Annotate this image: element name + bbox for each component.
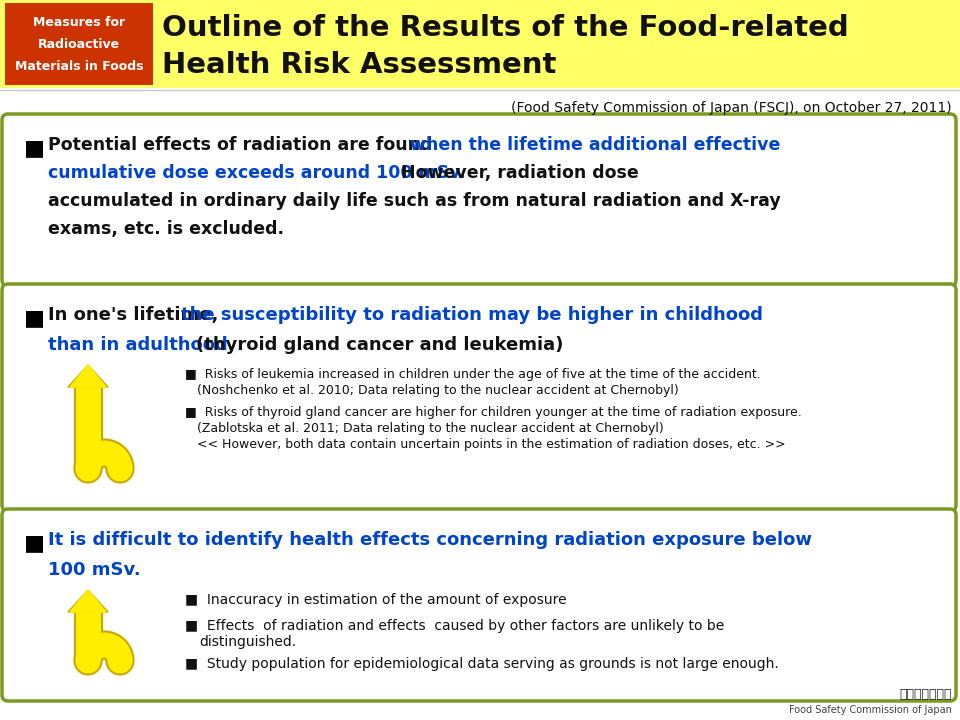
FancyBboxPatch shape <box>5 3 153 85</box>
Text: << However, both data contain uncertain points in the estimation of radiation do: << However, both data contain uncertain … <box>197 438 785 451</box>
Text: Health Risk Assessment: Health Risk Assessment <box>162 51 557 79</box>
Polygon shape <box>70 590 106 612</box>
Text: ■  Risks of leukemia increased in children under the age of five at the time of : ■ Risks of leukemia increased in childre… <box>185 368 760 381</box>
Text: exams, etc. is excluded.: exams, etc. is excluded. <box>48 220 284 238</box>
Text: It is difficult to identify health effects concerning radiation exposure below: It is difficult to identify health effec… <box>48 531 812 549</box>
Text: Potential effects of radiation are found: Potential effects of radiation are found <box>48 136 439 154</box>
Text: Measures for: Measures for <box>33 16 125 29</box>
Text: distinguished.: distinguished. <box>199 635 296 649</box>
Text: ■  Inaccuracy in estimation of the amount of exposure: ■ Inaccuracy in estimation of the amount… <box>185 593 566 607</box>
Text: than in adulthood.: than in adulthood. <box>48 336 234 354</box>
Text: (Zablotska et al. 2011; Data relating to the nuclear accident at Chernobyl): (Zablotska et al. 2011; Data relating to… <box>197 422 663 435</box>
Text: 100 mSv.: 100 mSv. <box>48 561 140 579</box>
Text: In one's lifetime,: In one's lifetime, <box>48 306 225 324</box>
Text: Food Safety Commission of Japan: Food Safety Commission of Japan <box>789 705 952 715</box>
Text: cumulative dose exceeds around 100 mSv.: cumulative dose exceeds around 100 mSv. <box>48 164 466 182</box>
Text: Radioactive: Radioactive <box>38 37 120 50</box>
Text: (Noshchenko et al. 2010; Data relating to the nuclear accident at Chernobyl): (Noshchenko et al. 2010; Data relating t… <box>197 384 679 397</box>
Text: Outline of the Results of the Food-related: Outline of the Results of the Food-relat… <box>162 14 849 42</box>
Text: However, radiation dose: However, radiation dose <box>395 164 638 182</box>
Text: ■: ■ <box>24 138 45 158</box>
Text: accumulated in ordinary daily life such as from natural radiation and X-ray: accumulated in ordinary daily life such … <box>48 192 780 210</box>
FancyBboxPatch shape <box>2 114 956 286</box>
Text: ■: ■ <box>24 308 45 328</box>
Text: ■: ■ <box>24 533 45 553</box>
FancyBboxPatch shape <box>2 284 956 511</box>
Text: 食品安全委員会: 食品安全委員会 <box>900 688 952 701</box>
Text: the susceptibility to radiation may be higher in childhood: the susceptibility to radiation may be h… <box>181 306 763 324</box>
FancyBboxPatch shape <box>2 509 956 701</box>
Polygon shape <box>68 590 108 612</box>
FancyBboxPatch shape <box>0 0 960 88</box>
Text: ■  Study population for epidemiological data serving as grounds is not large eno: ■ Study population for epidemiological d… <box>185 657 779 671</box>
Text: when the lifetime additional effective: when the lifetime additional effective <box>410 136 780 154</box>
Polygon shape <box>70 365 106 387</box>
Text: (Food Safety Commission of Japan (FSCJ), on October 27, 2011): (Food Safety Commission of Japan (FSCJ),… <box>512 101 952 115</box>
Text: (thyroid gland cancer and leukemia): (thyroid gland cancer and leukemia) <box>196 336 564 354</box>
Polygon shape <box>68 365 108 387</box>
Text: Materials in Foods: Materials in Foods <box>14 60 143 73</box>
Text: ■  Effects  of radiation and effects  caused by other factors are unlikely to be: ■ Effects of radiation and effects cause… <box>185 619 724 633</box>
Text: ■  Risks of thyroid gland cancer are higher for children younger at the time of : ■ Risks of thyroid gland cancer are high… <box>185 406 802 419</box>
